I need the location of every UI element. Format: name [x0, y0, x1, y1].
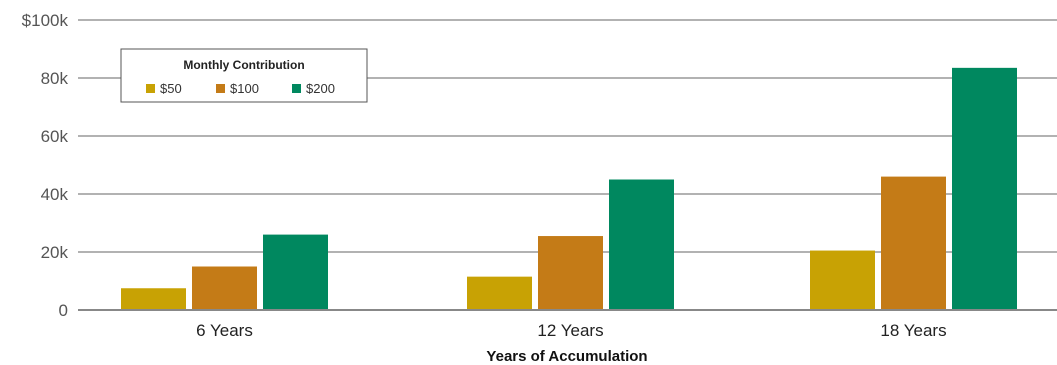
x-axis-title: Years of Accumulation — [486, 348, 647, 365]
bar — [121, 288, 186, 310]
bar — [467, 276, 532, 310]
legend-label: $50 — [160, 81, 182, 96]
legend-items: $50 $100 $200 — [146, 81, 335, 96]
x-axis-categories: 6 Years 12 Years 18 Years — [196, 321, 946, 340]
y-tick-label: 20k — [41, 243, 69, 262]
x-category-label: 6 Years — [196, 321, 253, 340]
x-category-label: 18 Years — [880, 321, 946, 340]
legend-label: $100 — [230, 81, 259, 96]
legend-swatch — [292, 84, 301, 93]
y-axis-ticks: 0 20k 40k 60k 80k $100k — [22, 11, 69, 320]
legend: Monthly Contribution $50 $100 $200 — [120, 48, 368, 103]
legend-swatch — [216, 84, 225, 93]
bar — [192, 266, 257, 310]
bar — [538, 236, 603, 310]
y-tick-label: 40k — [41, 185, 69, 204]
legend-title: Monthly Contribution — [183, 58, 304, 72]
x-category-label: 12 Years — [537, 321, 603, 340]
legend-label: $200 — [306, 81, 335, 96]
bars — [121, 67, 1017, 310]
y-tick-label: 60k — [41, 127, 69, 146]
legend-box — [120, 48, 368, 103]
bar — [952, 67, 1017, 310]
y-tick-label: 0 — [59, 301, 68, 320]
bar — [609, 179, 674, 310]
legend-swatch — [146, 84, 155, 93]
y-tick-label: 80k — [41, 69, 69, 88]
bar — [810, 250, 875, 310]
bar — [881, 176, 946, 310]
bar — [263, 234, 328, 310]
y-tick-label: $100k — [22, 11, 69, 30]
